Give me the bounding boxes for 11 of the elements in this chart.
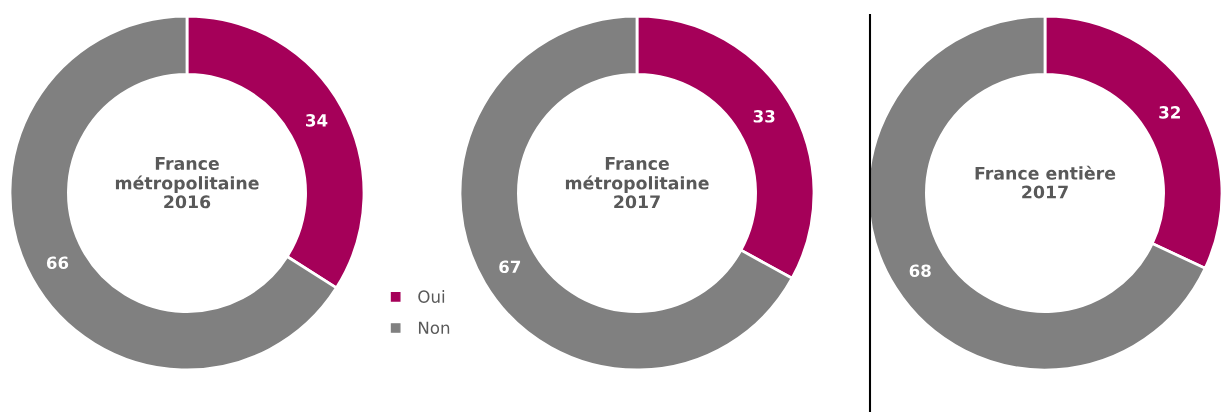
data-label: 33 bbox=[753, 110, 775, 123]
text: France entière 2017 bbox=[975, 165, 1116, 199]
data-label: 32 bbox=[1159, 106, 1180, 119]
text: France métropolitaine 2016 bbox=[115, 157, 259, 209]
data-label: 66 bbox=[46, 256, 69, 270]
data-label: 67 bbox=[499, 260, 521, 274]
legend-label: Oui bbox=[418, 290, 445, 303]
data-label: 34 bbox=[306, 114, 328, 127]
legend-label: Non bbox=[418, 321, 450, 335]
data-label: 68 bbox=[909, 264, 931, 278]
text: France métropolitaine 2017 bbox=[565, 157, 709, 209]
